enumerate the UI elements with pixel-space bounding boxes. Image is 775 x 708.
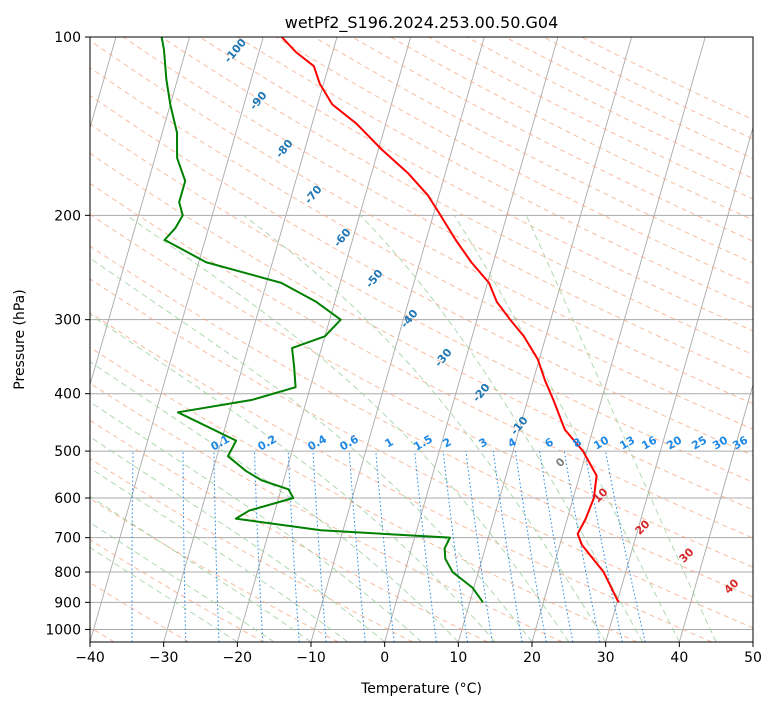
mixing-ratio-line: [465, 451, 493, 642]
dry-adiabat-line: [90, 182, 753, 539]
y-tick-label: 800: [54, 565, 81, 581]
isotherm-line: [90, 37, 191, 387]
plot-frame: [89, 36, 754, 643]
isotherm-line: [457, 37, 633, 642]
dry-adiabat-line: [466, 37, 753, 180]
mixing-ratio-line: [375, 451, 395, 642]
x-tick-label: 40: [670, 650, 688, 666]
x-tick-label: −10: [296, 650, 326, 666]
y-axis-ticks: 100 200 300 400 500 600 700 800 900 1000: [45, 30, 90, 638]
moist-adiabat-line: [359, 214, 643, 642]
background-lines: [90, 37, 753, 642]
dry-adiabat-line: [90, 539, 264, 642]
pressure-grid: [90, 37, 753, 630]
y-axis-label: Pressure (hPa): [12, 289, 28, 389]
dry-adiabat-line: [122, 37, 753, 380]
x-tick-label: −20: [223, 650, 253, 666]
x-tick-label: −40: [75, 650, 105, 666]
dry-adiabat-line: [90, 213, 753, 568]
mixing-ratio-line: [584, 451, 623, 642]
y-tick-label: 300: [54, 313, 81, 329]
dry-adiabat-line: [313, 37, 753, 264]
mixing-ratio-lines: [131, 451, 646, 642]
moist-adiabat-line: [90, 257, 533, 642]
dry-adiabat-line: [90, 382, 563, 642]
mixing-ratio-line: [539, 451, 574, 642]
dry-adiabat-line: [352, 37, 753, 242]
x-tick-label: 30: [597, 650, 615, 666]
dry-adiabat-line: [199, 37, 753, 332]
x-axis-ticks: −40 −30 −20 −10 0 10 20 30 40 50: [75, 642, 762, 666]
mixing-ratio-line: [514, 451, 547, 642]
dry-adiabat-line: [90, 152, 753, 511]
y-tick-label: 600: [54, 491, 81, 507]
y-tick-label: 200: [54, 208, 81, 224]
mixing-ratio-line: [563, 451, 601, 642]
x-axis-label: Temperature (°C): [360, 681, 482, 697]
x-tick-label: 10: [449, 650, 467, 666]
moist-adiabat-line: [90, 361, 459, 642]
chart-title: wetPf2_S196.2024.253.00.50.G04: [285, 13, 559, 33]
dry-adiabat-line: [90, 245, 753, 598]
isotherm-line: [384, 37, 559, 642]
moist-adiabat-line: [90, 313, 496, 642]
dry-adiabat-line: [90, 67, 753, 430]
dry-adiabat-line: [428, 37, 753, 200]
mixing-ratio-line: [605, 451, 646, 642]
mixing-ratio-line: [492, 451, 523, 642]
y-tick-label: 400: [54, 387, 81, 403]
mixing-ratio-line: [414, 451, 437, 642]
isotherm-line: [236, 37, 412, 642]
isotherm-line: [678, 383, 753, 642]
y-tick-label: 100: [54, 30, 81, 46]
moist-adiabat-line: [243, 214, 607, 642]
isotherm-line: [163, 37, 338, 642]
y-tick-label: 700: [54, 531, 81, 547]
x-tick-label: 20: [523, 650, 541, 666]
moist-adiabat-line: [525, 215, 717, 642]
y-tick-label: 500: [54, 444, 81, 460]
y-tick-label: 900: [54, 595, 81, 611]
x-tick-label: 0: [380, 650, 389, 666]
moist-adiabat-line: [90, 495, 312, 642]
dry-adiabat-line: [543, 37, 753, 140]
x-tick-label: −30: [149, 650, 179, 666]
x-tick-label: 50: [744, 650, 762, 666]
dry-adiabat-line: [90, 39, 753, 405]
dry-adiabat-line: [237, 37, 753, 309]
y-tick-label: 1000: [45, 622, 81, 638]
profile-series: [160, 37, 620, 603]
moist-adiabat-line: [126, 214, 570, 642]
mixing-ratio-line: [442, 451, 469, 642]
moist-adiabat-line: [90, 436, 385, 642]
temperature-profile: [280, 37, 620, 603]
dewpoint-profile: [160, 37, 484, 603]
